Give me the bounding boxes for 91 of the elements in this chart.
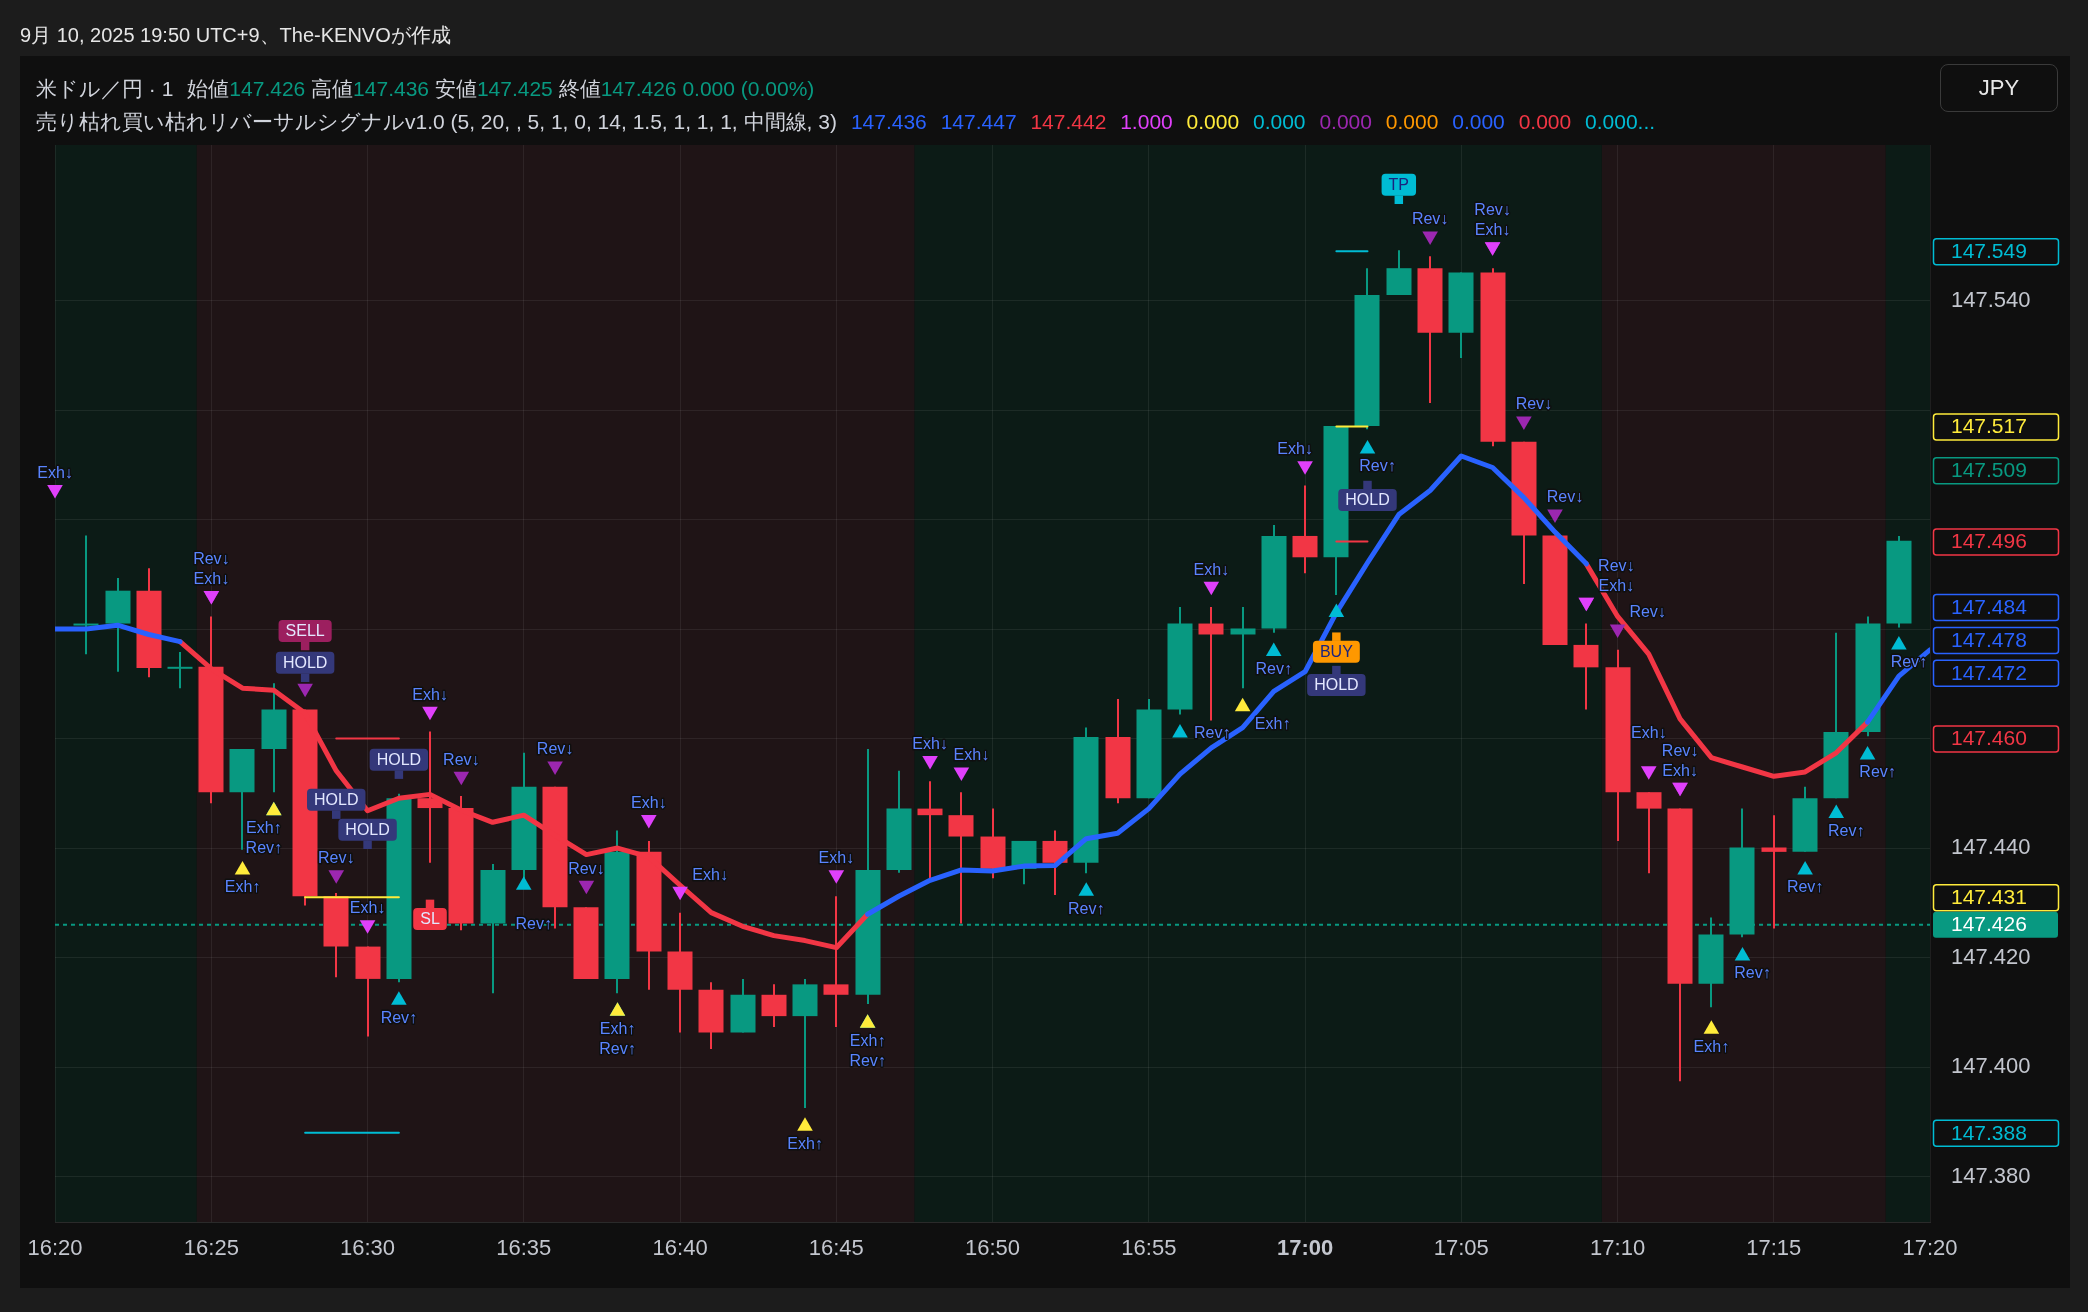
y2-tick-label: 147.549 [1951,239,2027,263]
data-label: Rev↑ [1786,878,1824,896]
y-axis-title: JPY [1940,64,2058,112]
data-label: Rev↓ [568,859,605,877]
data-label: Rev↑ [380,1008,418,1026]
data-label: Exh↑ [224,878,261,896]
data-label: TP [1388,176,1410,194]
x-tick-label: 16:30 [340,1235,396,1261]
y2-tick-label: 147.388 [1951,1120,2027,1144]
data-label: Rev↑ [1255,659,1292,677]
data-label: Exh↓ [953,746,990,764]
x-tick-label: 16:20 [27,1235,83,1261]
data-label: Rev↓ [193,550,230,568]
data-label: Exh↓ [692,865,728,883]
data-label: Exh↓ [193,570,230,588]
x-tick-label: 16:45 [808,1235,864,1261]
data-label: Exh↑ [599,1019,636,1037]
data-label: BUY [1319,643,1354,661]
data-label: Exh↓ [349,899,386,917]
data-label: Rev↑ [599,1039,636,1057]
data-label: Rev↑ [515,914,552,932]
data-label: Rev↑ [1859,763,1896,781]
data-label: Exh↓ [818,849,855,867]
x-tick-label: 16:35 [496,1235,552,1261]
data-label: HOLD [282,654,328,672]
data-label: Rev↓ [1411,210,1449,228]
x-tick-label: 17:05 [1433,1235,1489,1261]
data-label: Exh↓ [37,463,73,481]
data-label: Exh↓ [631,793,667,811]
data-label: HOLD [1345,491,1390,509]
data-label: HOLD [1314,676,1359,694]
data-label: Rev↑ [1828,821,1865,839]
data-label: Exh↑ [1693,1037,1730,1055]
data-label: Rev↓ [1629,603,1666,621]
text: 147.436 147.447 147.442 1.000 0.000 0.000 0.000 0.000 0.000 0.000 0.000... [850,110,1656,133]
x-tick-label: 16:40 [652,1235,708,1261]
data-label: Exh↑ [787,1134,823,1152]
ref-line-label: 147.426 [1951,912,2027,936]
chart-title: 米ドル／円 · 1 [36,77,174,100]
y2-tick-label: 147.509 [1951,458,2027,482]
data-label: Exh↓ [1193,560,1230,578]
y2-tick-label: 147.496 [1951,529,2027,553]
x-tick-label: 17:10 [1590,1235,1646,1261]
y-tick-label: 147.400 [1951,1053,2031,1079]
data-label: Rev↓ [1515,395,1553,413]
data-label: Exh↓ [412,685,448,703]
data-label: Rev↑ [245,839,283,857]
y-tick-label: 147.380 [1951,1162,2031,1188]
data-label: Rev↑ [1068,899,1105,917]
y-tick-label: 147.420 [1951,943,2031,969]
data-label: SELL [285,622,325,640]
y2-tick-label: 147.460 [1951,726,2027,750]
x-tick-label: 17:15 [1746,1235,1802,1261]
y2-tick-label: 147.472 [1951,660,2027,684]
data-label: Exh↓ [912,734,948,752]
y-tick-label: 147.540 [1951,286,2031,312]
text: 9月 10, 2025 19:50 UTC+9、The-KENVOが作成 [20,23,451,48]
data-label: Exh↑ [246,819,282,837]
data-label: HOLD [376,751,422,769]
data-label: Exh↓ [1662,761,1698,779]
data-label: Rev↓ [1474,201,1511,219]
data-label: Rev↓ [318,849,355,867]
data-label: Rev↓ [536,740,574,758]
x-tick-label: 17:20 [1902,1235,1958,1261]
data-label: Exh↑ [849,1031,886,1049]
y2-tick-label: 147.484 [1951,594,2028,618]
data-label: Rev↓ [443,750,480,768]
data-label: Exh↓ [1630,724,1667,742]
data-label: Exh↓ [1277,440,1313,458]
x-tick-label: 17:00 [1276,1235,1334,1261]
x-tick-label: 16:25 [183,1235,239,1261]
data-label: Rev↑ [849,1051,886,1069]
data-label: Rev↑ [1734,964,1771,982]
data-label: Rev↑ [1359,457,1396,475]
y-tick-label: 147.440 [1951,834,2031,860]
chart-subtitle: 売り枯れ買い枯れリバーサルシグナルv1.0 (5, 20, , 5, 1, 0, 14, 1.5, 1, 1, 1, 中間線, 3) [36,110,837,133]
x-tick-label: 16:50 [964,1235,1021,1261]
data-label: Rev↑ [1194,724,1231,742]
data-label: Rev↓ [1661,741,1699,759]
y2-tick-label: 147.517 [1951,414,2027,438]
data-label: Rev↓ [1598,556,1635,574]
data-label: Exh↓ [1474,221,1511,239]
data-label: Rev↓ [1546,488,1584,506]
data-label: SL [420,910,440,928]
data-label: Exh↑ [1254,715,1291,733]
y2-tick-label: 147.431 [1951,885,2027,909]
data-label: HOLD [345,821,390,839]
data-label: HOLD [314,791,359,809]
text: 始値147.426 高値147.436 安値147.425 終値147.426 0.000 (0.00%) [187,77,815,100]
x-tick-label: 16:55 [1121,1235,1177,1261]
y2-tick-label: 147.478 [1951,627,2027,651]
